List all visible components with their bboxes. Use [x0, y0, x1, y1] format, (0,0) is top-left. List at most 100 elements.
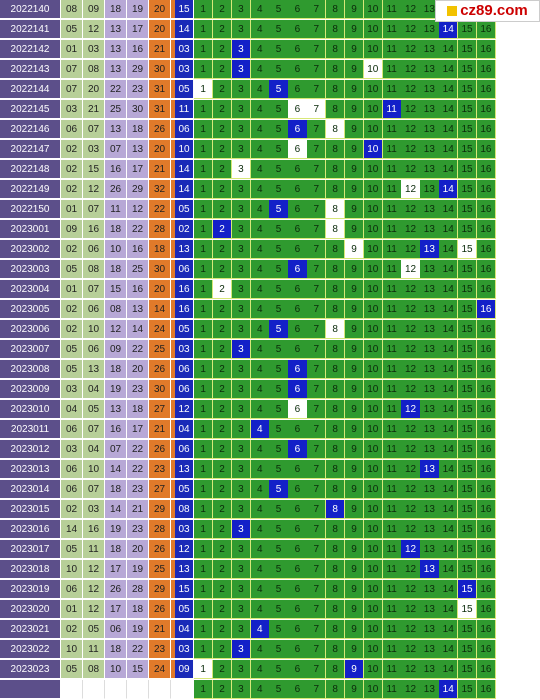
trend-cell-1: 1	[194, 160, 214, 179]
red-ball-number: 08	[105, 300, 127, 319]
trend-cell-10: 10	[363, 660, 383, 679]
footer-trend-cell-6: 6	[288, 680, 308, 699]
trend-cell-9: 9	[344, 420, 365, 439]
trend-cell-5: 5	[269, 540, 289, 559]
site-logo[interactable]: cz89.com	[435, 0, 540, 22]
trend-cell-5: 5	[269, 520, 289, 539]
red-ball-number: 32	[149, 180, 171, 199]
trend-cell-13: 13	[420, 420, 440, 439]
table-row: 2023015020314212932081234567891011121314…	[0, 500, 540, 520]
trend-cell-3: 3	[231, 420, 252, 439]
trend-cell-11: 11	[382, 520, 402, 539]
trend-cell-7: 7	[307, 80, 327, 99]
blue-ball-number: 06	[175, 260, 194, 279]
trend-cell-10: 10	[363, 200, 383, 219]
trend-cell-1: 1	[194, 600, 214, 619]
trend-cell-14: 14	[439, 500, 459, 519]
table-row: 2022144072022233132051234567891011121314…	[0, 80, 540, 100]
trend-cell-6: 6	[288, 280, 308, 299]
trend-cell-1: 1	[194, 240, 214, 259]
red-ball-number: 07	[105, 140, 127, 159]
trend-cell-14: 14	[439, 120, 459, 139]
trend-cell-6: 6	[288, 20, 308, 39]
trend-cell-9: 9	[344, 480, 365, 499]
trend-cell-13: 13	[420, 580, 440, 599]
blue-ball-number: 03	[175, 60, 194, 79]
trend-cell-8: 8	[325, 440, 346, 459]
trend-cell-9: 9	[344, 20, 365, 39]
trend-cell-5: 5	[269, 240, 289, 259]
table-row: 2022145032125303133111234567891011121314…	[0, 100, 540, 120]
trend-cell-3: 3	[231, 640, 252, 659]
trend-cell-15: 15	[457, 580, 478, 599]
blue-ball-number: 05	[175, 200, 194, 219]
trend-cell-14: 14	[439, 580, 459, 599]
footer-trend-cell-15: 15	[457, 680, 478, 699]
red-ball-number: 29	[149, 580, 171, 599]
trend-cell-6: 6	[288, 60, 308, 79]
issue-number: 2023005	[0, 300, 61, 319]
blue-ball-number: 13	[175, 560, 194, 579]
issue-number: 2023016	[0, 520, 61, 539]
trend-cell-12: 12	[401, 640, 421, 659]
trend-cell-16: 16	[476, 200, 497, 219]
trend-cell-14: 14	[439, 440, 459, 459]
red-ball-number: 07	[83, 480, 105, 499]
issue-number: 2022141	[0, 20, 61, 39]
table-row: 2023011060716172122041234567891011121314…	[0, 420, 540, 440]
red-ball-number: 26	[149, 540, 171, 559]
trend-cell-4: 4	[250, 120, 270, 139]
red-ball-number: 13	[127, 140, 149, 159]
trend-cell-7: 7	[307, 40, 327, 59]
trend-cell-4: 4	[250, 200, 270, 219]
red-ball-number: 23	[149, 640, 171, 659]
trend-cell-14: 14	[439, 560, 459, 579]
red-ball-number: 10	[61, 640, 83, 659]
trend-cell-8: 8	[325, 160, 346, 179]
trend-cell-7: 7	[307, 360, 327, 379]
trend-cell-15: 15	[457, 340, 478, 359]
trend-cell-11: 11	[382, 0, 402, 19]
trend-cell-13: 13	[420, 120, 440, 139]
blue-ball-number: 11	[175, 100, 194, 119]
trend-cell-15: 15	[457, 240, 478, 259]
trend-cell-14: 14	[439, 400, 459, 419]
issue-number: 2023004	[0, 280, 61, 299]
issue-number: 2022150	[0, 200, 61, 219]
trend-cell-14: 14	[439, 220, 459, 239]
trend-cell-12: 12	[401, 620, 421, 639]
trend-cell-6: 6	[288, 320, 308, 339]
trend-cell-14: 14	[439, 480, 459, 499]
trend-cell-10: 10	[363, 460, 383, 479]
trend-cell-15: 15	[457, 480, 478, 499]
red-ball-number: 04	[61, 400, 83, 419]
trend-cell-8: 8	[325, 540, 346, 559]
red-ball-number: 23	[127, 480, 149, 499]
trend-cell-8: 8	[325, 600, 346, 619]
red-ball-number: 29	[127, 60, 149, 79]
trend-cell-12: 12	[401, 320, 421, 339]
red-ball-number: 06	[83, 340, 105, 359]
trend-cell-15: 15	[457, 400, 478, 419]
trend-cell-8: 8	[325, 340, 346, 359]
red-ball-number: 18	[105, 220, 127, 239]
trend-cell-11: 11	[382, 640, 402, 659]
red-ball-number: 05	[61, 260, 83, 279]
trend-cell-7: 7	[307, 280, 327, 299]
trend-cell-5: 5	[269, 200, 289, 219]
trend-cell-8: 8	[325, 20, 346, 39]
trend-cell-13: 13	[420, 640, 440, 659]
trend-cell-2: 2	[212, 0, 233, 19]
trend-cell-10: 10	[363, 600, 383, 619]
trend-cell-9: 9	[344, 400, 365, 419]
trend-cell-1: 1	[194, 140, 214, 159]
trend-cell-13: 13	[420, 440, 440, 459]
red-ball-number: 16	[127, 240, 149, 259]
trend-cell-7: 7	[307, 100, 327, 119]
trend-cell-7: 7	[307, 480, 327, 499]
trend-cell-12: 12	[401, 220, 421, 239]
trend-cell-14: 14	[439, 40, 459, 59]
trend-cell-13: 13	[420, 200, 440, 219]
trend-cell-16: 16	[476, 580, 497, 599]
trend-cell-10: 10	[363, 280, 383, 299]
